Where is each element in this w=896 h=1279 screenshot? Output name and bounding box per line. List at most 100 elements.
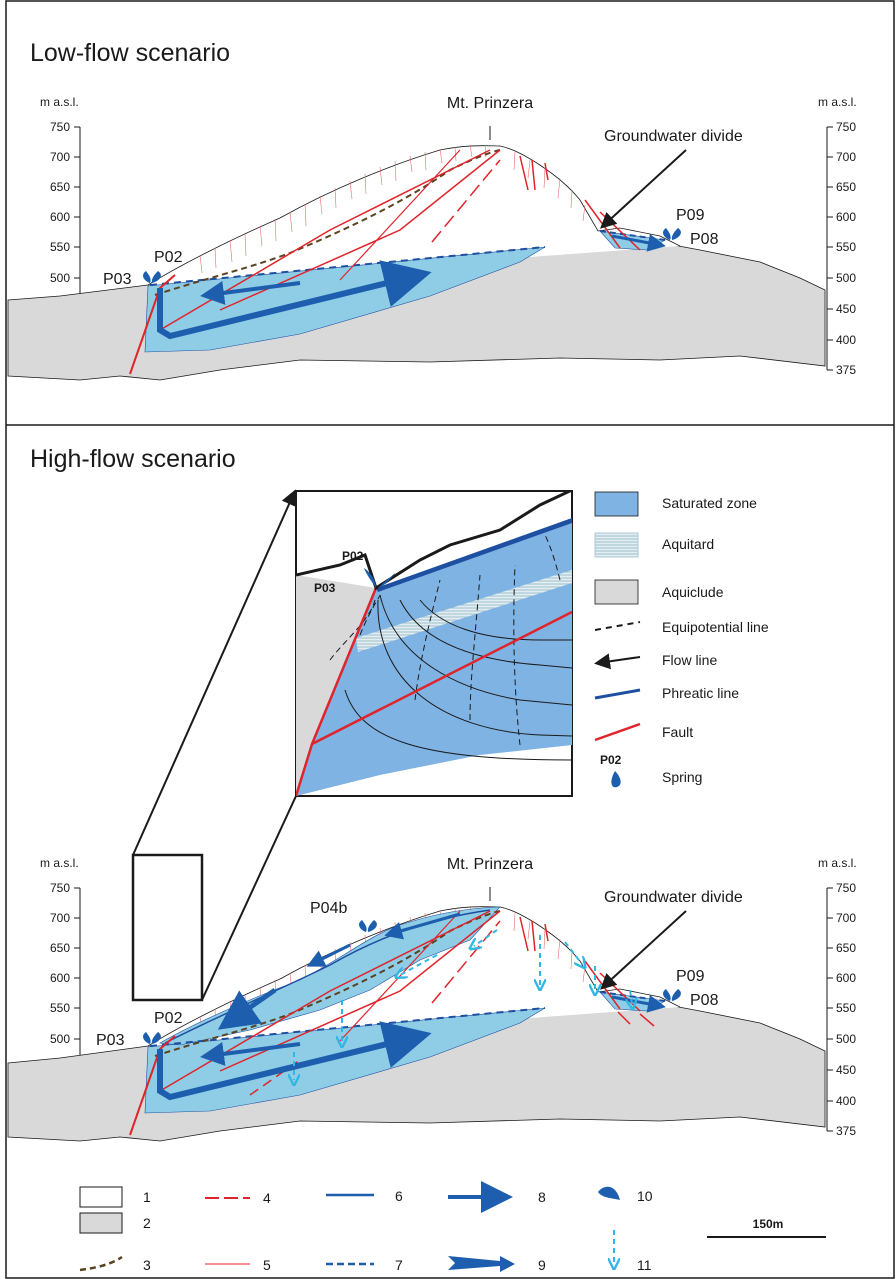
tick-600-l: 600 (50, 971, 70, 985)
scale-bar-label: 150m (753, 1217, 784, 1231)
phreatic-line-low (149, 246, 546, 286)
legend-num-4: 4 (263, 1190, 271, 1206)
legend-num-3: 3 (143, 1257, 151, 1273)
perched-flow-arrow-2 (306, 943, 351, 967)
right-axis-unit-low: m a.s.l. (818, 95, 857, 109)
spring-label-p08-high: P08 (690, 992, 719, 1009)
tick-500-l: 500 (50, 271, 70, 285)
right-axis-low: m a.s.l. 750 700 650 600 550 500 450 400… (818, 95, 857, 377)
spring-label-p04b: P04b (310, 900, 347, 917)
legend-swatch-aquiclude (594, 579, 639, 605)
legend-flow-line: Flow line (662, 652, 717, 668)
legend-swatch-phreatic (594, 688, 641, 700)
legend-num-2: 2 (143, 1215, 151, 1231)
left-axis-unit-low: m a.s.l. (40, 95, 79, 109)
legend-num-10: 10 (637, 1188, 653, 1204)
legend-swatch-fault (594, 722, 641, 742)
inset-legend: Saturated zone Aquitard Aquiclude Equipo… (594, 491, 769, 788)
secondary-flow-arrow-low (200, 281, 301, 305)
numbered-legend: 1 2 3 4 5 6 7 8 9 10 11 150m (79, 1181, 826, 1273)
divide-label-low: Groundwater divide (604, 128, 743, 145)
tick-500-l: 500 (50, 1032, 70, 1046)
tick-750-l: 750 (50, 881, 70, 895)
divide-pointer-low (600, 149, 687, 229)
saturated-zone-low (144, 246, 546, 353)
legend-phreatic: Phreatic line (662, 685, 739, 701)
inset-detail: P02 P03 (295, 490, 573, 797)
zoom-box (131, 853, 204, 1002)
legend-aquitard: Aquitard (662, 536, 714, 552)
legend-swatch-saturated (594, 491, 639, 517)
tick-400-r: 400 (836, 1094, 856, 1108)
tick-650-r: 650 (836, 180, 856, 194)
right-axis-unit-high: m a.s.l. (818, 856, 857, 870)
tick-375-r: 375 (836, 363, 856, 377)
legend-aquiclude: Aquiclude (662, 584, 724, 600)
tick-650-l: 650 (50, 941, 70, 955)
inset-spring-p03: P03 (314, 581, 336, 595)
tick-750-r: 750 (836, 881, 856, 895)
perched-flow-arrow-3 (384, 912, 461, 940)
high-flow-panel: High-flow scenario (7, 445, 857, 1142)
legend-spring: Spring (662, 769, 702, 785)
divide-pointer-high (600, 910, 687, 990)
mountain-outline-low (147, 145, 681, 286)
tick-550-l: 550 (50, 240, 70, 254)
tick-750-l: 750 (50, 120, 70, 134)
tick-700-r: 700 (836, 911, 856, 925)
tick-650-l: 650 (50, 180, 70, 194)
legend-swatch-flow-line (594, 653, 641, 670)
legend-num-7: 7 (395, 1257, 403, 1273)
tick-450-r: 450 (836, 302, 856, 316)
legend-num-9: 9 (538, 1257, 546, 1273)
main-flow-arrow-low (157, 260, 432, 340)
divide-label-high: Groundwater divide (604, 889, 743, 906)
tick-450-r: 450 (836, 1063, 856, 1077)
zoom-leader-bottom (201, 795, 297, 1001)
spring-icon (143, 271, 161, 283)
tick-750-r: 750 (836, 120, 856, 134)
high-flow-title: High-flow scenario (30, 445, 236, 473)
tick-400-r: 400 (836, 333, 856, 347)
legend-spring-code: P02 (600, 753, 622, 767)
left-axis-unit-high: m a.s.l. (40, 856, 79, 870)
legend-fault: Fault (662, 724, 693, 740)
legend-swatch-aquitard (594, 532, 639, 558)
left-axis-high: m a.s.l. 750 700 650 600 550 500 450 400… (40, 856, 81, 1138)
spring-label-p09-high: P09 (676, 968, 705, 985)
tick-600-r: 600 (836, 210, 856, 224)
low-flow-title: Low-flow scenario (30, 39, 230, 67)
zoom-leader-top (132, 489, 297, 856)
summit-label-high: Mt. Prinzera (447, 856, 533, 873)
spring-label-p02-high: P02 (154, 1010, 183, 1027)
tick-550-l: 550 (50, 1001, 70, 1015)
spring-label-p08-low: P08 (690, 231, 719, 248)
legend-num-8: 8 (538, 1189, 546, 1205)
tick-550-r: 550 (836, 1001, 856, 1015)
secondary-flow-arrow-high (200, 1042, 301, 1066)
legend-num-11: 11 (637, 1257, 652, 1273)
tick-550-r: 550 (836, 240, 856, 254)
spring-label-p03-high: P03 (96, 1032, 125, 1049)
tick-700-r: 700 (836, 150, 856, 164)
spring-icon (598, 1186, 620, 1200)
figure-frame (5, 0, 895, 1279)
legend-equipotential: Equipotential line (662, 619, 769, 635)
legend-num-5: 5 (263, 1257, 271, 1273)
spring-label-p03-low: P03 (103, 271, 132, 288)
perched-flow-arrow-1 (217, 987, 277, 1030)
tick-375-r: 375 (836, 1124, 856, 1138)
inset-spring-p02: P02 (342, 549, 364, 563)
divide-flow-arrow-low (611, 233, 666, 252)
legend-swatch-2 (79, 1212, 123, 1234)
tick-500-r: 500 (836, 1032, 856, 1046)
tick-600-r: 600 (836, 971, 856, 985)
phreatic-line-high (149, 1007, 546, 1047)
spring-icon (611, 771, 621, 788)
legend-saturated: Saturated zone (662, 495, 757, 511)
legend-swatch-equipotential (594, 621, 641, 631)
tick-600-l: 600 (50, 210, 70, 224)
tick-700-l: 700 (50, 150, 70, 164)
tick-700-l: 700 (50, 911, 70, 925)
